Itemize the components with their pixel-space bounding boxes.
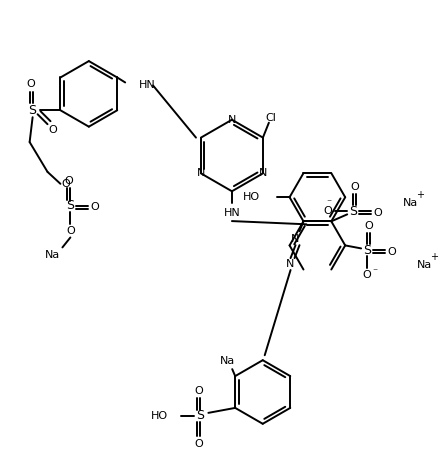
Text: HN: HN [139, 80, 156, 91]
Text: O: O [27, 79, 35, 90]
Text: O: O [61, 179, 70, 189]
Text: O: O [194, 439, 203, 449]
Text: O: O [91, 202, 99, 212]
Text: Cl: Cl [266, 113, 276, 123]
Text: HO: HO [243, 192, 260, 202]
Text: Na: Na [417, 260, 432, 270]
Text: N: N [228, 115, 236, 125]
Text: HN: HN [224, 208, 240, 218]
Text: O: O [66, 226, 75, 235]
Text: S: S [29, 104, 37, 117]
Text: O: O [363, 270, 371, 280]
Text: +: + [430, 252, 438, 262]
Text: O: O [350, 182, 359, 191]
Text: O: O [48, 125, 57, 135]
Text: S: S [363, 244, 371, 257]
Text: S: S [349, 205, 357, 218]
Text: ⁻: ⁻ [327, 198, 332, 208]
Text: Na: Na [403, 198, 418, 208]
Text: O: O [364, 220, 373, 231]
Text: O: O [323, 206, 332, 216]
Text: +: + [416, 191, 424, 200]
Text: N: N [259, 169, 267, 178]
Text: Na: Na [45, 250, 60, 261]
Text: ⁻: ⁻ [373, 267, 377, 277]
Text: O: O [373, 208, 382, 218]
Text: HO: HO [150, 411, 168, 421]
Text: O: O [194, 386, 203, 396]
Text: S: S [196, 410, 204, 422]
Text: O: O [65, 176, 73, 186]
Text: S: S [66, 199, 74, 212]
Text: N: N [197, 169, 205, 178]
Text: N: N [286, 259, 295, 269]
Text: O: O [388, 247, 396, 257]
Text: N: N [291, 234, 300, 244]
Text: Na: Na [220, 356, 235, 366]
